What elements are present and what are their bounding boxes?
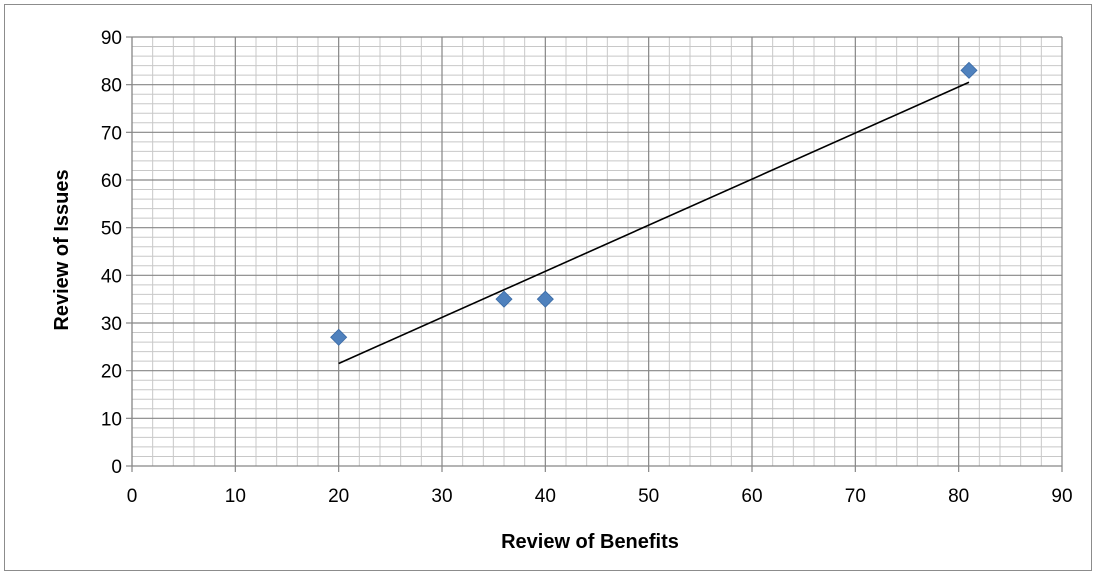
y-tick-label: 40 bbox=[101, 266, 122, 287]
minor-gridlines bbox=[132, 37, 1062, 466]
y-tick-label: 0 bbox=[111, 457, 122, 478]
y-tick-label: 50 bbox=[101, 219, 122, 240]
axes bbox=[131, 37, 1062, 467]
tick-marks bbox=[126, 36, 1063, 472]
y-tick-label: 60 bbox=[101, 171, 122, 192]
y-tick-labels: 0 10 20 30 40 50 60 70 80 90 bbox=[101, 28, 122, 478]
x-tick-label: 50 bbox=[638, 486, 659, 507]
y-tick-label: 30 bbox=[101, 314, 122, 335]
y-tick-label: 90 bbox=[101, 28, 122, 49]
x-tick-label: 80 bbox=[948, 486, 969, 507]
chart-frame bbox=[4, 4, 1092, 571]
y-axis-title: Review of Issues bbox=[51, 169, 73, 330]
data-points bbox=[330, 61, 978, 346]
x-tick-label: 70 bbox=[845, 486, 866, 507]
data-point-marker bbox=[495, 290, 513, 308]
y-tick-label: 10 bbox=[101, 409, 122, 430]
trendline bbox=[338, 81, 970, 365]
trendline-group bbox=[338, 81, 970, 365]
data-point-marker bbox=[330, 328, 348, 346]
x-tick-label: 30 bbox=[431, 486, 452, 507]
x-axis-title: Review of Benefits bbox=[501, 531, 679, 553]
data-point-marker bbox=[960, 61, 978, 79]
x-tick-label: 10 bbox=[225, 486, 246, 507]
x-tick-labels: 0 10 20 30 40 50 60 70 80 90 bbox=[127, 486, 1073, 507]
x-tick-label: 0 bbox=[127, 486, 138, 507]
major-gridlines bbox=[132, 36, 1063, 466]
y-tick-label: 20 bbox=[101, 362, 122, 383]
x-tick-label: 40 bbox=[535, 486, 556, 507]
x-tick-label: 20 bbox=[328, 486, 349, 507]
y-tick-label: 70 bbox=[101, 123, 122, 144]
data-point-marker bbox=[536, 290, 554, 308]
x-tick-label: 90 bbox=[1051, 486, 1072, 507]
x-tick-label: 60 bbox=[741, 486, 762, 507]
y-tick-label: 80 bbox=[101, 76, 122, 97]
